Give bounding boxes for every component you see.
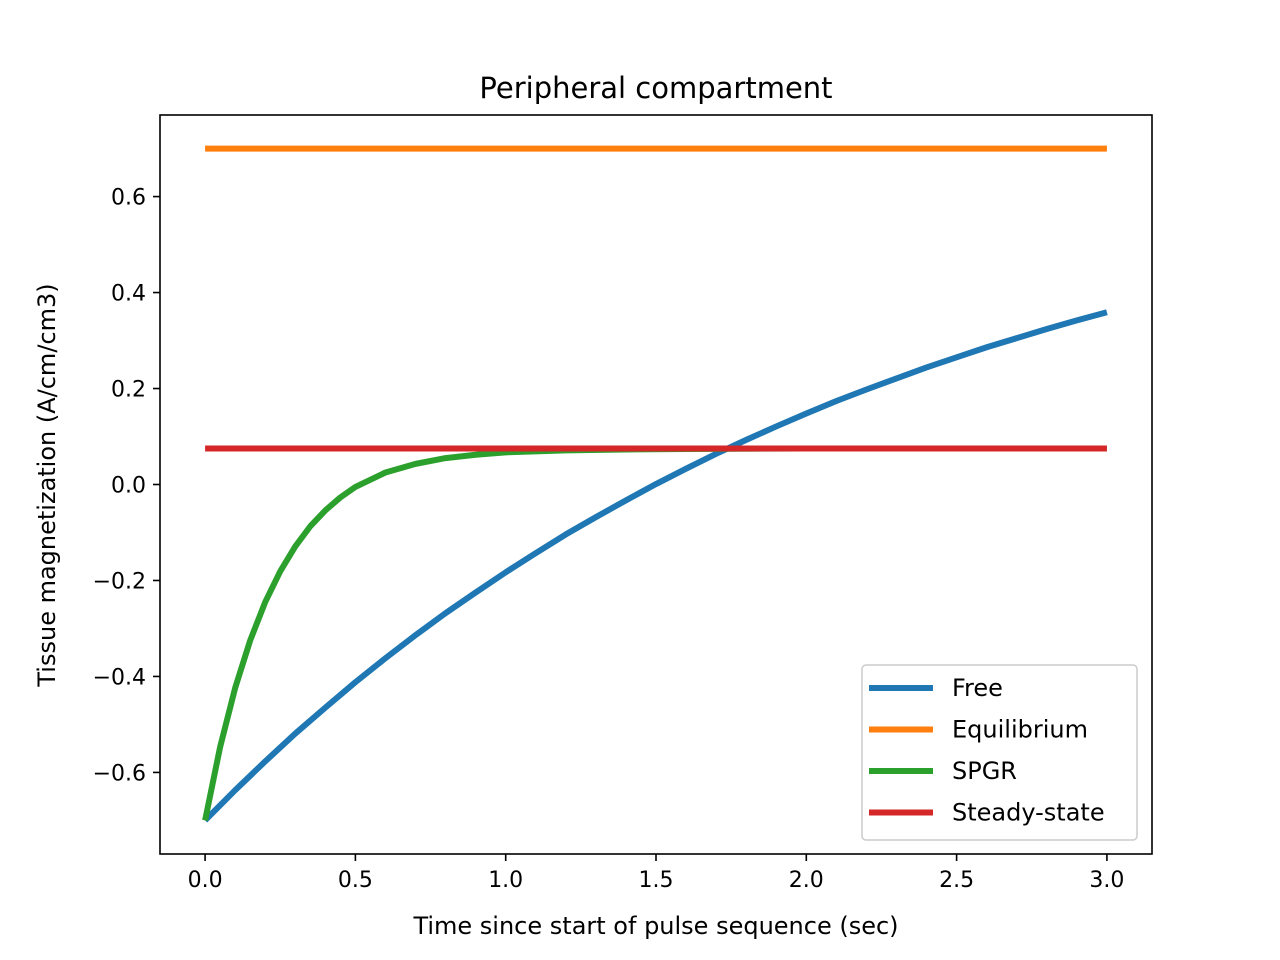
x-tick-label: 2.0 [789, 868, 824, 893]
legend-frame [861, 664, 1138, 841]
legend: Free Equilibrium SPGR Steady-state [861, 664, 1138, 841]
y-tick-label: 0.4 [111, 282, 146, 307]
y-tick-label: 0.6 [111, 186, 146, 211]
legend-label-steady-state: Steady-state [952, 799, 1105, 827]
plot-frame [159, 114, 1153, 855]
legend-label-spgr: SPGR [952, 757, 1017, 785]
y-tick-label: 0.0 [111, 474, 146, 499]
legend-label-free: Free [952, 674, 1003, 702]
x-axis-label: Time since start of pulse sequence (sec) [412, 912, 898, 940]
series-layer [202, 145, 1108, 823]
x-tick-label: 0.0 [188, 868, 223, 893]
series-line-free [202, 309, 1108, 823]
x-tick-label: 3.0 [1089, 868, 1124, 893]
y-tick-label: −0.2 [93, 569, 146, 594]
y-tick-label: −0.6 [93, 761, 146, 786]
x-tick-label: 1.0 [488, 868, 523, 893]
y-tick-label: 0.2 [111, 378, 146, 403]
x-tick-label: 2.5 [939, 868, 974, 893]
legend-items: Free Equilibrium SPGR Steady-state [869, 674, 1105, 827]
x-tick-label: 1.5 [639, 868, 674, 893]
ticks-layer: 0.0 0.5 1.0 1.5 2.0 2.5 3.0 −0.6 −0.4 −0.2 0.0 0.2 0… [93, 186, 1125, 893]
y-tick-label: −0.4 [93, 665, 146, 690]
legend-label-equilibrium: Equilibrium [952, 716, 1088, 744]
x-tick-label: 0.5 [338, 868, 373, 893]
y-axis-label: Tissue magnetization (A/cm/cm3) [33, 283, 61, 687]
chart-title: Peripheral compartment [479, 71, 832, 105]
